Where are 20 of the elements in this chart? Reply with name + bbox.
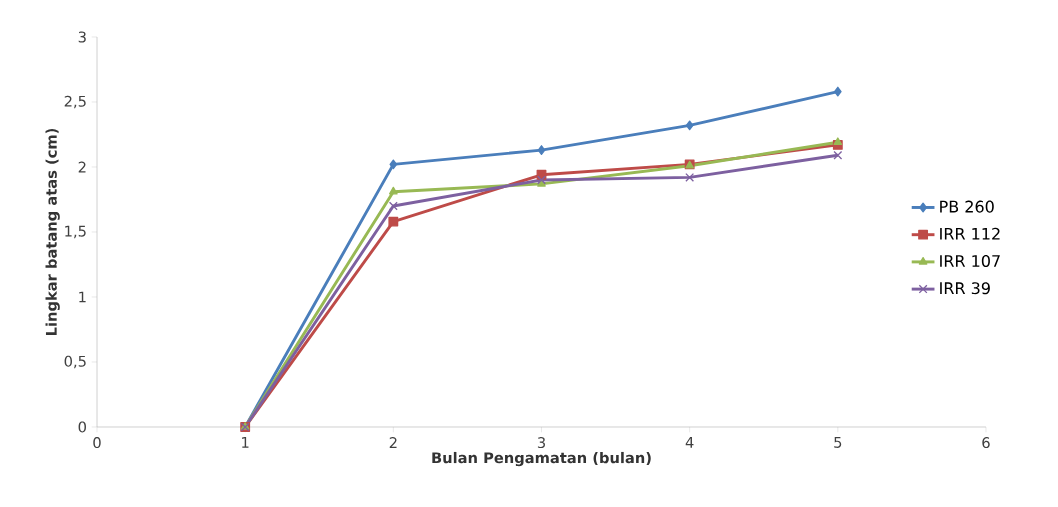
y-axis-title: Lingkar batang atas (cm): [45, 128, 60, 335]
y-tick-label: 2: [78, 161, 86, 173]
y-tick-label: 0: [78, 421, 86, 433]
legend-label: IRR 112: [940, 227, 1000, 240]
x-tick-label: 6: [982, 437, 990, 449]
x-tick-label: 1: [242, 437, 249, 448]
x-tick-label: 4: [685, 437, 694, 448]
x-axis-title: Bulan Pengamatan (bulan): [432, 451, 651, 467]
x-tick-label: 5: [834, 437, 842, 448]
x-tick-label: 2: [389, 437, 397, 448]
y-tick-label: 3: [78, 31, 86, 43]
y-tick-label: 1,5: [65, 225, 86, 239]
x-tick-label: 3: [537, 437, 545, 449]
y-tick-label: 1: [79, 291, 86, 303]
y-tick-label: 0,5: [64, 355, 86, 369]
legend-label: IRR 107: [940, 254, 1000, 268]
legend-label: IRR 39: [940, 282, 990, 295]
x-tick-label: 0: [93, 437, 101, 449]
legend-label: PB 260: [940, 200, 994, 213]
y-tick-label: 2,5: [64, 95, 86, 109]
